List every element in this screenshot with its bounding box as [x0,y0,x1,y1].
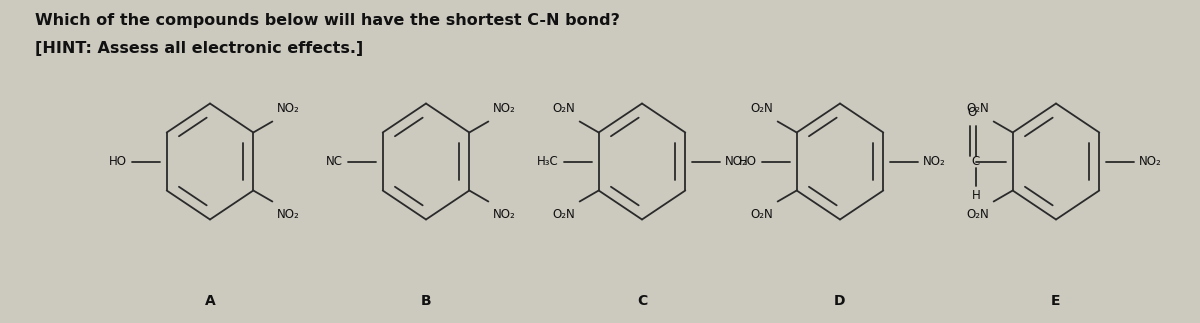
Text: O₂N: O₂N [552,209,575,222]
Text: B: B [421,294,431,308]
Text: NO₂: NO₂ [277,101,300,114]
Text: NC: NC [326,155,343,168]
Text: E: E [1051,294,1061,308]
Text: D: D [834,294,846,308]
Text: NO₂: NO₂ [725,155,748,168]
Text: NO₂: NO₂ [923,155,946,168]
Text: C: C [637,294,647,308]
Text: NO₂: NO₂ [493,101,516,114]
Text: NO₂: NO₂ [277,209,300,222]
Text: A: A [205,294,215,308]
Text: HO: HO [109,155,127,168]
Text: O₂N: O₂N [750,209,773,222]
Text: O₂N: O₂N [966,209,989,222]
Text: O₂N: O₂N [966,101,989,114]
Text: O₂N: O₂N [552,101,575,114]
Text: NO₂: NO₂ [493,209,516,222]
Text: H: H [972,189,980,202]
Text: NO₂: NO₂ [1139,155,1162,168]
Text: O: O [967,106,977,119]
Text: HO: HO [739,155,757,168]
Text: H₃C: H₃C [538,155,559,168]
Text: [HINT: Assess all electronic effects.]: [HINT: Assess all electronic effects.] [35,41,364,56]
Text: C: C [972,155,980,168]
Text: O₂N: O₂N [750,101,773,114]
Text: Which of the compounds below will have the shortest C-N bond?: Which of the compounds below will have t… [35,13,620,28]
